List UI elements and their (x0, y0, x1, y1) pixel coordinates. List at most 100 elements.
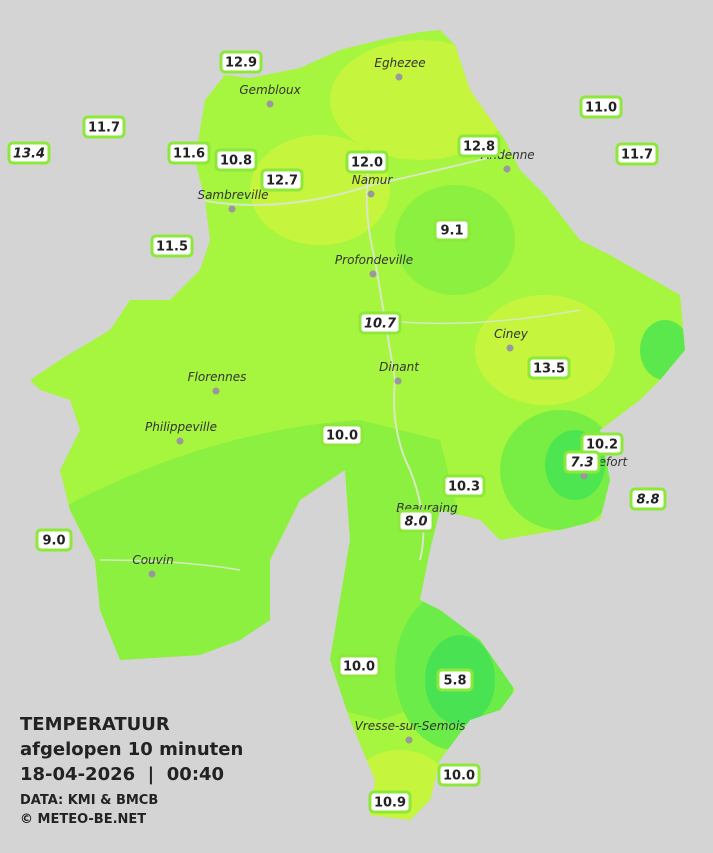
city-dot (506, 344, 514, 352)
station-box (579, 95, 623, 119)
station-value: 13.4 (13, 147, 45, 162)
station-box (167, 141, 211, 165)
station-value: 11.7 (621, 148, 653, 163)
station-value: 10.8 (220, 154, 252, 169)
station: 10.7 (358, 311, 402, 335)
station-value: 12.9 (225, 56, 257, 71)
city-dot (228, 205, 236, 213)
city-label: Vresse-sur-Semois (355, 719, 466, 733)
station: 12.0 (345, 150, 389, 174)
station: 10.0 (437, 763, 481, 787)
station: 10.0 (337, 654, 381, 678)
station-box (629, 487, 667, 511)
city-label: Dinant (379, 360, 420, 374)
city-label: Ciney (494, 327, 529, 341)
map-title: TEMPERATUUR (20, 714, 170, 735)
station-box (260, 168, 304, 192)
city-dot (405, 736, 413, 744)
station-box (35, 528, 73, 552)
station: 9.1 (433, 218, 471, 242)
station: 12.7 (260, 168, 304, 192)
station: 10.0 (320, 423, 364, 447)
station: 8.8 (629, 487, 667, 511)
station: 10.8 (214, 148, 258, 172)
station-box (563, 450, 601, 474)
city-dot (148, 570, 156, 578)
station-box (219, 50, 263, 74)
station-value: 10.3 (448, 480, 480, 495)
station-value: 10.9 (374, 796, 406, 811)
map-datetime: 18-04-2026 | 00:40 (20, 764, 224, 785)
station: 11.5 (150, 234, 194, 258)
city-dot (367, 190, 375, 198)
station-value: 10.7 (364, 317, 397, 332)
station: 11.7 (615, 142, 659, 166)
station-value: 8.8 (636, 493, 659, 508)
station-value: 8.0 (404, 515, 427, 530)
station-box (320, 423, 364, 447)
station-value: 12.7 (266, 174, 298, 189)
station-value: 11.7 (88, 121, 120, 136)
station-box (397, 509, 435, 533)
station: 10.3 (442, 474, 486, 498)
station-value: 12.0 (351, 156, 383, 171)
station-value: 11.6 (173, 147, 205, 162)
map-subtitle: afgelopen 10 minuten (20, 739, 243, 760)
station-value: 11.5 (156, 240, 188, 255)
city-dot (266, 100, 274, 108)
station-value: 7.3 (570, 456, 593, 471)
station-box (214, 148, 258, 172)
station-value: 13.5 (533, 362, 565, 377)
station-value: 9.0 (42, 534, 65, 549)
station: 9.0 (35, 528, 73, 552)
station: 10.2 (580, 432, 624, 456)
station: 8.0 (397, 509, 435, 533)
station-box (436, 668, 474, 692)
station-box (457, 134, 501, 158)
station: 12.8 (457, 134, 501, 158)
station-box (580, 432, 624, 456)
city-label: Florennes (188, 370, 247, 384)
station-box (82, 115, 126, 139)
station: 5.8 (436, 668, 474, 692)
station-value: 5.8 (443, 674, 466, 689)
credit: © METEO-BE.NET (20, 812, 146, 827)
station-value: 11.0 (585, 101, 617, 116)
station: 11.7 (82, 115, 126, 139)
station-value: 10.0 (443, 769, 475, 784)
station: 12.9 (219, 50, 263, 74)
city-dot (394, 377, 402, 385)
city-dot (176, 437, 184, 445)
city-label: Philippeville (145, 420, 217, 434)
station-box (368, 790, 412, 814)
station: 7.3 (563, 450, 601, 474)
station-box (150, 234, 194, 258)
station-value: 10.0 (343, 660, 375, 675)
city-dot (503, 165, 511, 173)
city-label: Namur (352, 173, 394, 187)
station: 10.9 (368, 790, 412, 814)
station-value: 9.1 (440, 224, 463, 239)
station-value: 12.8 (463, 140, 495, 155)
city-dot (580, 472, 588, 480)
station-box (433, 218, 471, 242)
station-box (442, 474, 486, 498)
station-box (7, 141, 51, 165)
city-label: Profondeville (335, 253, 413, 267)
city-dot (369, 270, 377, 278)
city-label: Sambreville (197, 188, 268, 202)
data-source: DATA: KMI & BMCB (20, 793, 158, 808)
station-box (437, 763, 481, 787)
station-box (345, 150, 389, 174)
city-label: Gembloux (239, 83, 301, 97)
city-dot (212, 387, 220, 395)
station-box (615, 142, 659, 166)
city-dot (395, 73, 403, 81)
station-value: 10.0 (326, 429, 358, 444)
station: 11.6 (167, 141, 211, 165)
station: 13.4 (7, 141, 51, 165)
station-box (527, 356, 571, 380)
station: 13.5 (527, 356, 571, 380)
city-label: Couvin (132, 553, 173, 567)
